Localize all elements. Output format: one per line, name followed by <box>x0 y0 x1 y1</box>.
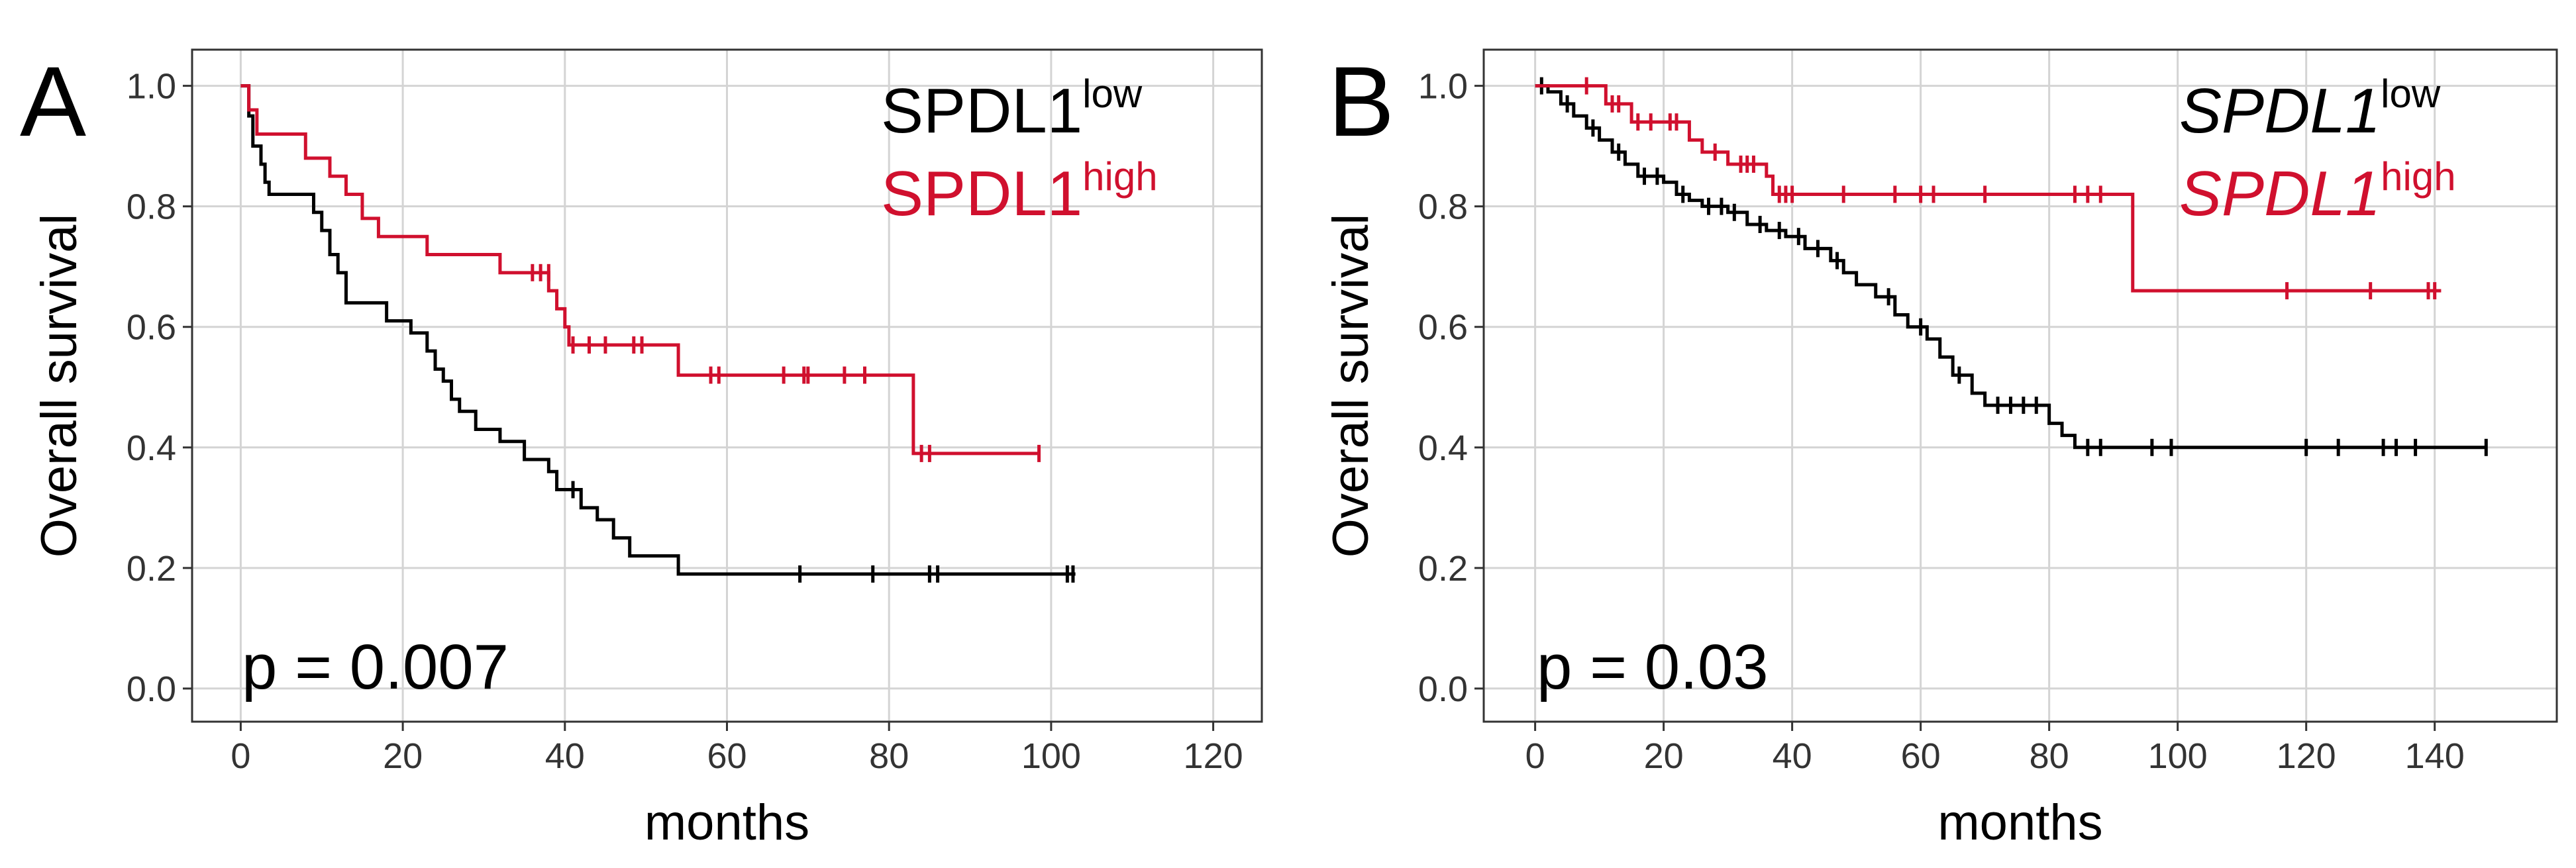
panel-a-ytick-label-5: 1.0 <box>127 67 176 107</box>
panel-a-y-axis-title: Overall survival <box>31 214 87 557</box>
panel-a-letter: A <box>20 46 86 157</box>
panel-a-ytick-label-4: 0.8 <box>127 187 176 227</box>
panel-b-y-axis-title: Overall survival <box>1323 214 1379 557</box>
panel-a-xtick-label-4: 80 <box>869 736 909 776</box>
panel-b-xtick-label-4: 80 <box>2030 736 2069 776</box>
panel-b-ytick-label-3: 0.6 <box>1418 308 1468 348</box>
panel-a-xtick-label-5: 100 <box>1021 736 1081 776</box>
panel-b-x-axis-title: months <box>1937 795 2102 851</box>
panel-b-legend-low: SPDL1low <box>2179 72 2441 146</box>
panel-b-xtick-label-5: 100 <box>2148 736 2208 776</box>
panel-b-legend-high: SPDL1high <box>2179 154 2456 229</box>
panel-a-ytick-label-0: 0.0 <box>127 669 176 709</box>
panel-b-xtick-label-0: 0 <box>1525 736 1545 776</box>
panel-a-xtick-label-3: 60 <box>707 736 747 776</box>
panel-b-letter: B <box>1328 46 1394 157</box>
panel-b-ytick-label-1: 0.2 <box>1418 549 1468 589</box>
panel-a-ytick-label-2: 0.4 <box>127 428 176 468</box>
panel-a-curve-high <box>240 84 1039 456</box>
panel-b-xtick-label-6: 120 <box>2277 736 2336 776</box>
panel-b-plot-frame <box>1482 48 2558 723</box>
panel-b: 0 20 40 60 80 100 120 140 0.0 0.2 0.4 0.6 0.8 1.0 mont… <box>1323 46 2558 851</box>
panel-a-legend-high: SPDL1high <box>881 154 1158 229</box>
panel-b-ytick-label-0: 0.0 <box>1418 669 1468 709</box>
panel-a-x-axis-title: months <box>644 795 809 851</box>
panel-a-curve-low <box>240 84 1076 576</box>
panel-b-ytick-label-4: 0.8 <box>1418 187 1468 227</box>
panel-a-ytick-label-3: 0.6 <box>127 308 176 348</box>
panel-b-xtick-label-3: 60 <box>1901 736 1941 776</box>
panel-a-ytick-label-1: 0.2 <box>127 549 176 589</box>
panel-b-xtick-label-2: 40 <box>1773 736 1812 776</box>
panel-a-xtick-label-2: 40 <box>545 736 585 776</box>
panel-b-ytick-label-5: 1.0 <box>1418 67 1468 107</box>
panel-b-xtick-label-7: 140 <box>2405 736 2465 776</box>
panel-b-p-value: p = 0.03 <box>1537 632 1769 702</box>
panel-b-ytick-label-2: 0.4 <box>1418 428 1468 468</box>
panel-b-xtick-label-1: 20 <box>1644 736 1684 776</box>
panel-b-curve-low <box>1535 84 2487 450</box>
panel-a-xtick-label-6: 120 <box>1184 736 1243 776</box>
panel-a-legend-low: SPDL1low <box>881 72 1143 146</box>
panel-a: 0 20 40 60 80 100 120 0.0 0.2 0.4 0.6 0.8 1.0 months O… <box>20 46 1263 851</box>
panel-a-xtick-label-0: 0 <box>231 736 250 776</box>
panel-a-p-value: p = 0.007 <box>242 632 509 702</box>
panel-a-xtick-label-1: 20 <box>383 736 423 776</box>
